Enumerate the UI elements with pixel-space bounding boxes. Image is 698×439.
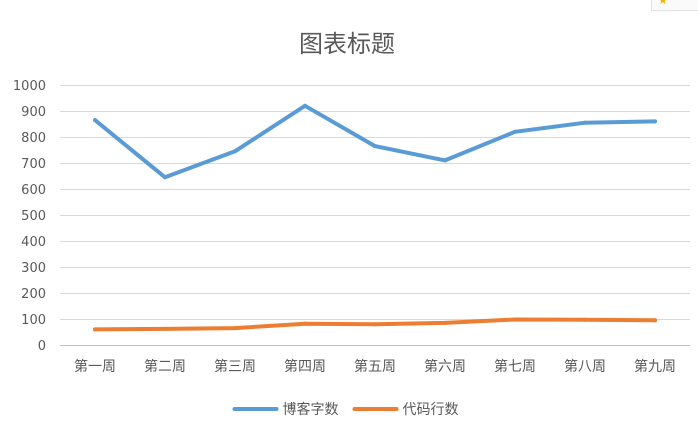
y-tick-label: 100: [21, 313, 46, 328]
data-point: [443, 320, 447, 325]
data-point: [513, 129, 517, 134]
data-point: [93, 118, 97, 123]
series-line: [93, 103, 657, 180]
data-point: [303, 103, 307, 108]
data-point: [583, 120, 587, 125]
data-point: [303, 321, 307, 326]
x-tick-label: 第三周: [214, 358, 256, 375]
data-point: [163, 326, 167, 331]
x-tick-label: 第九周: [634, 358, 676, 375]
y-tick-label: 400: [21, 235, 46, 250]
x-tick-label: 第四周: [284, 358, 326, 375]
data-point: [653, 119, 657, 124]
data-point: [513, 317, 517, 322]
y-tick-label: 500: [21, 209, 46, 224]
series-1: [93, 103, 657, 180]
star-icon: ★: [658, 0, 668, 7]
legend-label: 代码行数: [403, 402, 459, 418]
legend: 博客字数 代码行数: [232, 401, 459, 418]
legend-item: 代码行数: [352, 402, 459, 418]
data-point: [233, 149, 237, 154]
legend-item: 博客字数: [232, 401, 339, 418]
series-lines: [93, 103, 657, 332]
y-axis-ticks: 0 100 200 300 400 500 600 700 800 900 1000: [13, 79, 46, 354]
data-point: [163, 175, 167, 180]
data-point: [653, 318, 657, 323]
y-tick-label: 0: [38, 339, 46, 354]
data-point: [373, 144, 377, 149]
x-axis-ticks: 第一周 第二周 第三周 第四周 第五周 第六周 第七周 第八周 第九周: [74, 358, 676, 375]
x-tick-label: 第六周: [424, 358, 466, 375]
chart-title: 图表标题: [299, 30, 395, 58]
x-tick-label: 第八周: [564, 358, 606, 375]
data-point: [583, 317, 587, 322]
y-tick-label: 200: [21, 287, 46, 302]
x-tick-label: 第二周: [144, 358, 186, 375]
legend-label: 博客字数: [283, 401, 339, 418]
y-tick-label: 600: [21, 183, 46, 198]
x-tick-label: 第一周: [74, 358, 116, 375]
y-tick-label: 300: [21, 261, 46, 276]
x-tick-label: 第五周: [354, 358, 396, 375]
data-point: [443, 158, 447, 163]
y-tick-label: 800: [21, 131, 46, 146]
data-point: [93, 327, 97, 332]
gridlines: [60, 85, 690, 346]
data-point: [233, 326, 237, 331]
x-tick-label: 第七周: [494, 358, 536, 375]
data-point: [373, 322, 377, 327]
y-tick-label: 700: [21, 157, 46, 172]
y-tick-label: 900: [21, 105, 46, 120]
corner-badge: ★: [651, 0, 698, 11]
series-2: [93, 317, 657, 332]
y-tick-label: 1000: [13, 79, 46, 94]
